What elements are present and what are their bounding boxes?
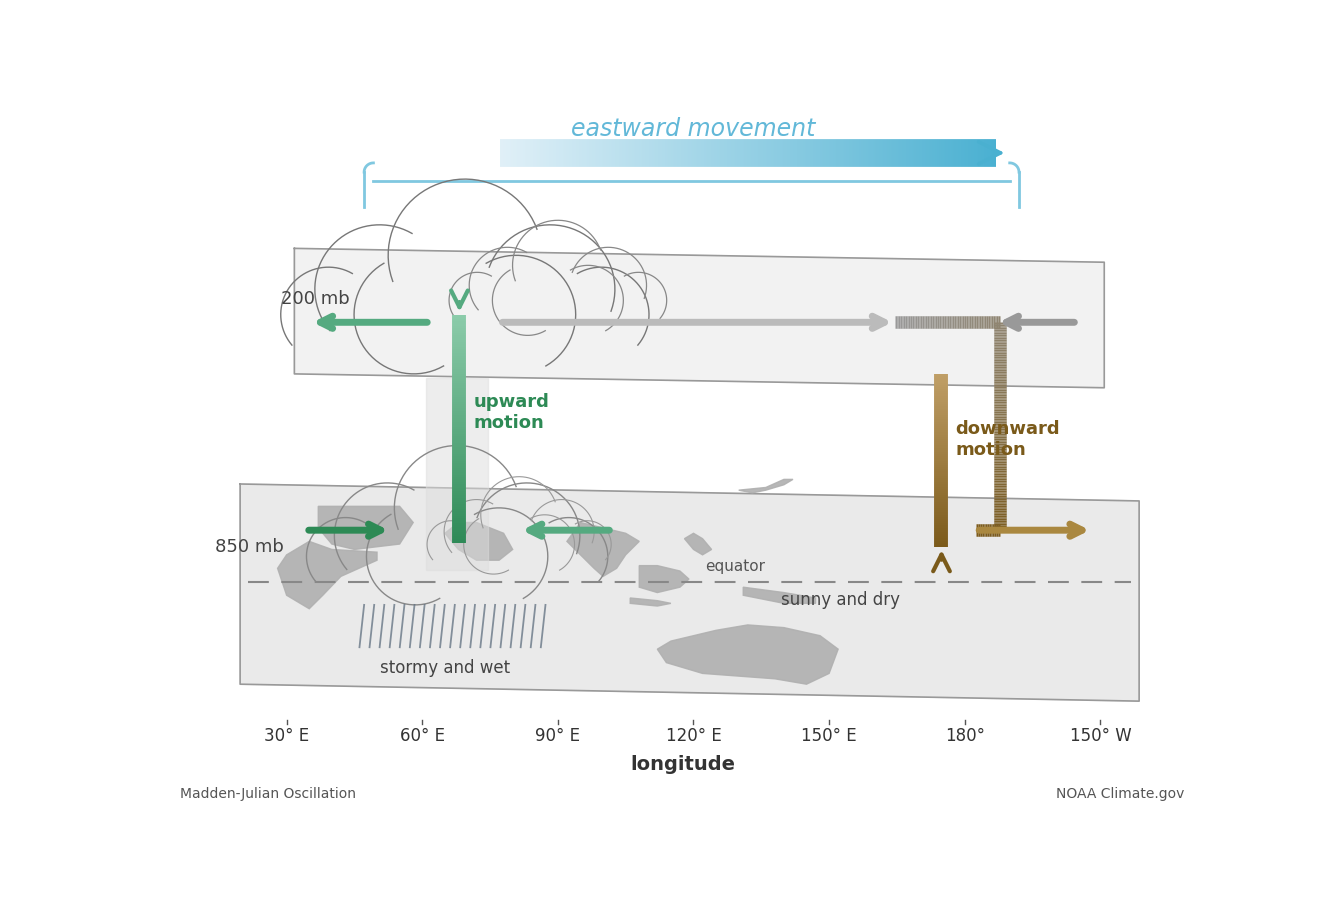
Polygon shape xyxy=(657,625,838,685)
Polygon shape xyxy=(630,598,671,606)
Text: Madden-Julian Oscillation: Madden-Julian Oscillation xyxy=(180,787,357,801)
Text: sunny and dry: sunny and dry xyxy=(782,591,900,609)
Text: stormy and wet: stormy and wet xyxy=(381,658,510,676)
Polygon shape xyxy=(639,566,689,593)
Polygon shape xyxy=(294,248,1104,388)
Polygon shape xyxy=(743,587,815,603)
Polygon shape xyxy=(277,541,377,609)
Text: 150° W: 150° W xyxy=(1070,727,1131,745)
Text: 90° E: 90° E xyxy=(535,727,581,745)
Polygon shape xyxy=(318,506,413,549)
Text: 60° E: 60° E xyxy=(400,727,445,745)
Text: longitude: longitude xyxy=(630,755,735,774)
Text: 850 mb: 850 mb xyxy=(214,538,284,557)
Polygon shape xyxy=(685,533,711,555)
Text: 180°: 180° xyxy=(944,727,984,745)
Polygon shape xyxy=(240,484,1139,701)
Polygon shape xyxy=(739,479,793,492)
Text: 120° E: 120° E xyxy=(666,727,722,745)
Text: upward
motion: upward motion xyxy=(473,393,549,432)
Polygon shape xyxy=(445,522,513,560)
Bar xyxy=(426,378,488,570)
Text: NOAA Climate.gov: NOAA Climate.gov xyxy=(1056,787,1185,801)
Text: 200 mb: 200 mb xyxy=(281,290,350,308)
Polygon shape xyxy=(567,522,639,576)
Text: 30° E: 30° E xyxy=(264,727,309,745)
Text: equator: equator xyxy=(705,559,765,574)
Text: eastward movement: eastward movement xyxy=(571,117,815,142)
Text: downward
motion: downward motion xyxy=(955,420,1060,459)
Text: 150° E: 150° E xyxy=(802,727,856,745)
